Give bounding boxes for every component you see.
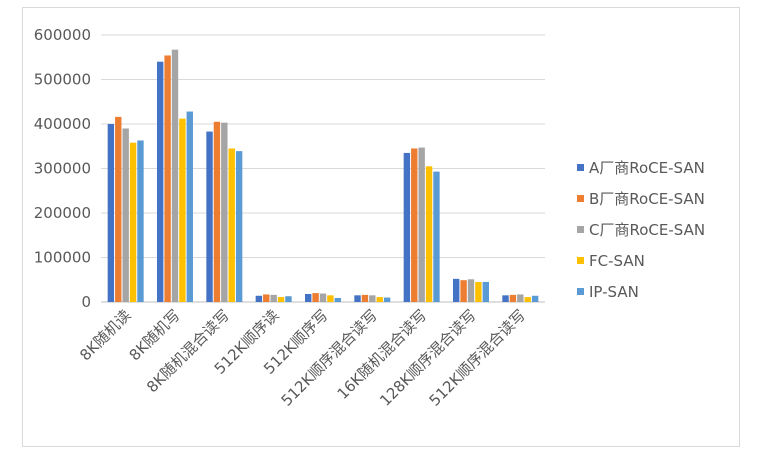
bar	[502, 295, 509, 302]
legend-label: C厂商RoCE-SAN	[589, 221, 705, 239]
bar	[467, 279, 475, 302]
bars	[107, 49, 539, 303]
bar	[327, 295, 334, 302]
y-tick-label: 0	[81, 293, 91, 311]
bar	[403, 152, 411, 302]
y-tick-label: 200000	[34, 204, 91, 222]
x-category-label: 16K随机混合读写	[334, 306, 431, 403]
bar	[376, 297, 383, 302]
bar	[206, 131, 213, 302]
bar	[263, 294, 270, 302]
bar	[475, 281, 482, 302]
bar	[115, 116, 122, 302]
bar	[453, 278, 460, 302]
bar	[312, 293, 319, 302]
bar	[354, 295, 361, 302]
bar	[179, 118, 186, 302]
bar	[361, 294, 369, 302]
legend-swatch	[577, 288, 584, 295]
bar	[517, 294, 524, 302]
bar	[319, 293, 327, 302]
legend-swatch	[577, 195, 584, 202]
bar	[531, 295, 539, 302]
x-axis-category-labels: 8K随机读8K随机写8K随机混合读写512K顺序读512K顺序写512K顺序混合…	[76, 306, 529, 410]
bar	[524, 297, 531, 302]
bar	[122, 128, 129, 302]
bar	[270, 294, 277, 302]
legend-swatch	[577, 257, 584, 264]
legend-label: B厂商RoCE-SAN	[589, 190, 705, 208]
bar	[509, 294, 517, 302]
bar	[418, 147, 425, 302]
bar	[164, 55, 171, 302]
x-category-label: 8K随机读	[76, 306, 134, 364]
bar	[369, 295, 376, 302]
bar	[460, 280, 467, 302]
bar	[213, 121, 221, 303]
bar	[186, 111, 193, 302]
bar	[157, 61, 164, 303]
legend-swatch	[577, 226, 584, 233]
bar	[129, 142, 137, 302]
legend-label: IP-SAN	[589, 283, 639, 301]
bar	[221, 122, 228, 302]
legend-label: A厂商RoCE-SAN	[589, 159, 705, 177]
bar	[482, 281, 489, 302]
bar	[137, 140, 144, 302]
bar	[277, 297, 285, 302]
bar	[425, 166, 433, 302]
y-tick-label: 600000	[34, 26, 91, 44]
bar	[334, 297, 341, 302]
legend-label: FC-SAN	[589, 252, 645, 270]
bar	[285, 296, 292, 302]
x-category-label: 512K顺序混合读写	[426, 306, 530, 410]
bar	[235, 151, 243, 302]
y-tick-label: 400000	[34, 115, 91, 133]
y-tick-label: 500000	[34, 71, 91, 89]
bar	[255, 295, 263, 302]
bar	[305, 293, 312, 302]
legend-swatch	[577, 164, 584, 171]
bar	[433, 171, 440, 302]
legend: A厂商RoCE-SAN B厂商RoCE-SAN C厂商RoCE-SAN FC-SAN I…	[577, 159, 705, 301]
bar	[411, 148, 418, 302]
bar	[171, 49, 179, 303]
bar	[107, 124, 115, 302]
y-tick-label: 300000	[34, 160, 91, 178]
y-axis-tick-labels: 0 100000 200000 300000 400000 500000 600000	[34, 26, 91, 311]
bar	[228, 148, 235, 302]
y-tick-label: 100000	[34, 249, 91, 267]
bar	[383, 297, 391, 302]
